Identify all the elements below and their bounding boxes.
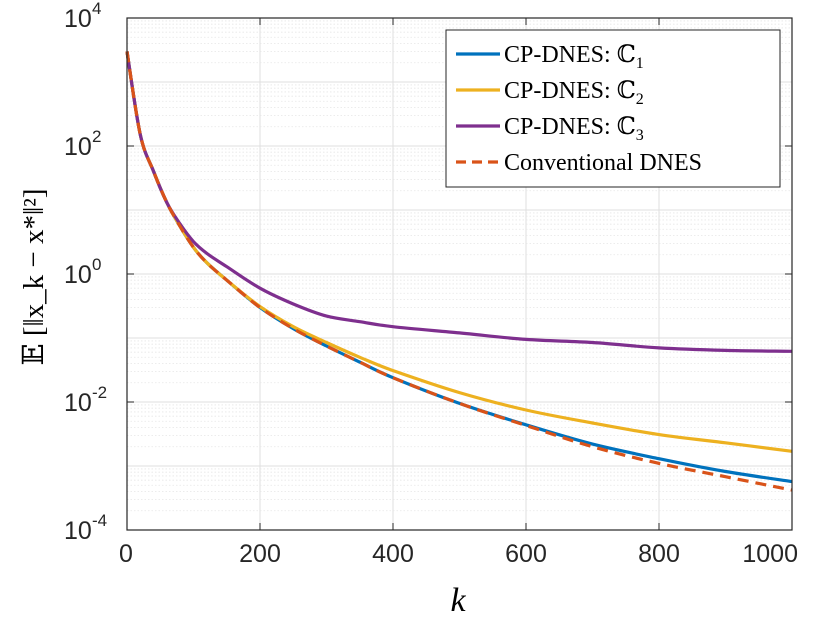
y-tick-label: 10 xyxy=(64,261,92,289)
legend-box xyxy=(445,29,781,188)
x-tick-label: 0 xyxy=(119,540,133,568)
y-tick-label-exponent: -2 xyxy=(92,383,107,402)
y-tick-label: 10 xyxy=(64,389,92,417)
x-tick-label: 800 xyxy=(638,540,680,568)
series-line-3 xyxy=(125,51,793,353)
legend-label-4: Conventional DNES xyxy=(504,150,702,176)
x-axis-label: k xyxy=(450,582,466,617)
legend-label-2: CP-DNES: ℂ2 xyxy=(504,78,644,108)
series-line-4 xyxy=(125,51,793,492)
x-tick-label: 400 xyxy=(372,540,414,568)
y-axis-label: 𝔼 [‖x_k − x*‖²] xyxy=(18,188,50,365)
legend-label-subscript: 3 xyxy=(636,127,644,144)
legend-label-1: CP-DNES: ℂ1 xyxy=(504,42,644,72)
y-tick-label: 10 xyxy=(64,133,92,161)
y-tick-label: 10 xyxy=(64,5,92,33)
legend: CP-DNES: ℂ1 CP-DNES: ℂ2 CP-DNES: ℂ3 Convent… xyxy=(445,29,781,188)
legend-label-subscript: 2 xyxy=(636,91,644,108)
y-tick-label-exponent: -4 xyxy=(92,511,107,530)
series-lines xyxy=(125,51,793,492)
y-tick-label: 10 xyxy=(64,517,92,545)
legend-label-3: CP-DNES: ℂ3 xyxy=(504,114,644,144)
x-tick-label: 1000 xyxy=(742,540,798,568)
x-axis-ticks: 0 200 400 600 800 1000 xyxy=(119,18,798,568)
y-tick-label-exponent: 4 xyxy=(92,0,101,18)
legend-label-subscript: 1 xyxy=(636,55,644,72)
x-tick-label: 200 xyxy=(239,540,281,568)
y-tick-label-exponent: 0 xyxy=(92,255,101,274)
x-tick-label: 600 xyxy=(505,540,547,568)
y-tick-label-exponent: 2 xyxy=(92,127,101,146)
